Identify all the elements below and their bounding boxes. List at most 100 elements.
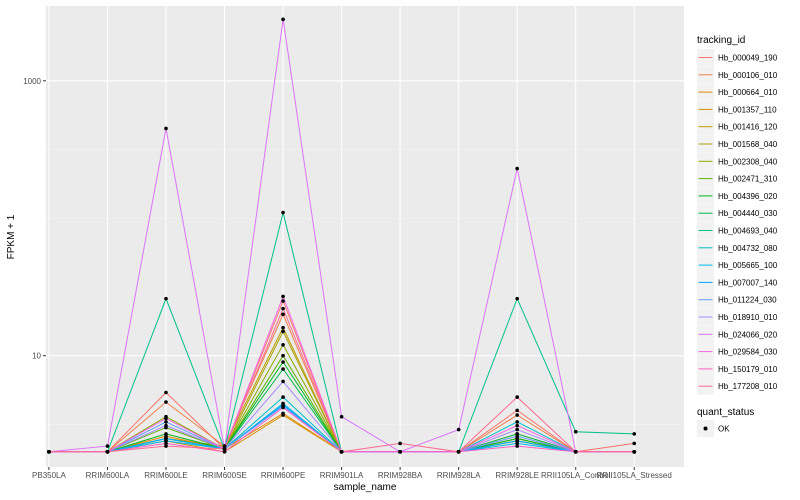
legend-title: tracking_id [697,35,745,46]
x-axis: PB350LA RRIM600LA RRIM600LE RRIM600SE RRIM60… [32,467,672,480]
data-point [164,423,168,428]
major-gridlines [46,6,684,467]
data-point [281,367,285,371]
x-tick-label: RRIM928LE [495,471,539,480]
legend-label: Hb_001568_040 [718,140,778,149]
x-tick-label: RRIM600LA [86,471,130,480]
legend-label: Hb_024066_020 [718,330,778,339]
data-point [515,296,519,301]
data-point [281,294,285,299]
x-tick-label: RRIM600LE [144,471,188,480]
data-point [515,439,519,443]
data-point [456,427,461,432]
points-legend-label: OK [718,425,730,434]
data-point [164,420,168,424]
data-point [515,434,519,438]
legend-label: Hb_002471_310 [718,175,778,184]
data-point [281,325,285,330]
data-point [164,416,168,421]
x-tick-label: RRIM928LA [437,471,481,480]
legend-label: Hb_000664_010 [718,88,778,97]
data-point [515,420,519,424]
data-point [281,299,285,303]
data-point [573,449,578,454]
legend-label: Hb_004693_040 [718,227,778,236]
y-tick-label: 10 [32,352,41,361]
data-point [47,449,51,454]
data-point [281,413,285,417]
data-point [339,414,344,419]
data-point [632,441,637,446]
data-point [281,312,285,317]
legend-label: Hb_001357_110 [718,105,777,114]
data-point [515,395,519,399]
data-point [398,449,402,454]
data-point [281,360,285,364]
data-point [222,449,227,454]
y-axis: 10 1000 [23,77,46,361]
data-point [515,441,519,446]
legend-label: Hb_018910_010 [718,313,778,322]
data-point [164,436,168,441]
data-point [339,449,344,454]
x-tick-label: RRII105LA_Stressed [597,471,672,480]
points-legend-dot [703,426,708,431]
legend-label: Hb_011224_030 [718,296,777,305]
data-point [281,306,285,311]
data-point [164,444,168,448]
data-point [164,296,168,301]
data-point [398,441,402,446]
legend-items: Hb_000049_190 Hb_000106_010 Hb_000664_010 H… [697,49,778,395]
data-point [515,423,519,428]
x-tick-label: RRIM600PE [261,471,305,480]
data-point [105,449,110,454]
data-point [573,429,578,434]
data-point [164,400,168,404]
data-point [164,390,168,395]
legend-label: Hb_002308_040 [718,157,778,166]
data-point [222,447,227,451]
x-axis-title: sample_name [334,482,397,493]
data-point [281,405,285,410]
data-point [632,449,637,454]
y-axis-title: FPKM + 1 [6,214,17,259]
plot-panel [46,6,684,467]
legend-label: Hb_004396_020 [718,192,778,201]
data-point [456,449,461,454]
data-point [222,444,227,448]
data-point [281,17,285,22]
x-tick-label: RRII105LA_Control [541,471,611,480]
data-point [281,353,285,358]
legend-label: Hb_001416_120 [718,123,778,132]
data-point [105,444,110,448]
data-point [515,444,519,448]
data-point [164,432,168,436]
x-tick-label: RRIM901LA [320,471,364,480]
data-point [281,379,285,384]
legend: tracking_id Hb_000049_190Hb_000106_010Hb… [697,35,778,437]
data-point [281,395,285,399]
data-point [515,427,519,432]
data-point [281,343,285,347]
data-point [281,210,285,215]
legend-label: Hb_005665_100 [718,261,778,270]
data-point [632,432,637,436]
data-point [515,408,519,413]
data-point [515,413,519,417]
legend-label: Hb_004732_080 [718,244,778,253]
data-point [164,441,168,446]
x-tick-label: RRIM600SE [202,471,246,480]
legend-label: Hb_004440_030 [718,209,778,218]
legend-label: Hb_177208_010 [718,382,778,391]
data-point [515,166,519,171]
points-legend-title: quant_status [697,407,754,418]
legend-label: Hb_000106_010 [718,71,778,80]
data-point [164,126,168,131]
data-points [47,17,637,454]
x-tick-label: PB350LA [32,471,66,480]
legend-label: Hb_007007_140 [718,278,778,287]
legend-label: Hb_029584_030 [718,348,778,357]
y-tick-label: 1000 [23,77,41,86]
x-tick-label: RRIM928BA [378,471,423,480]
